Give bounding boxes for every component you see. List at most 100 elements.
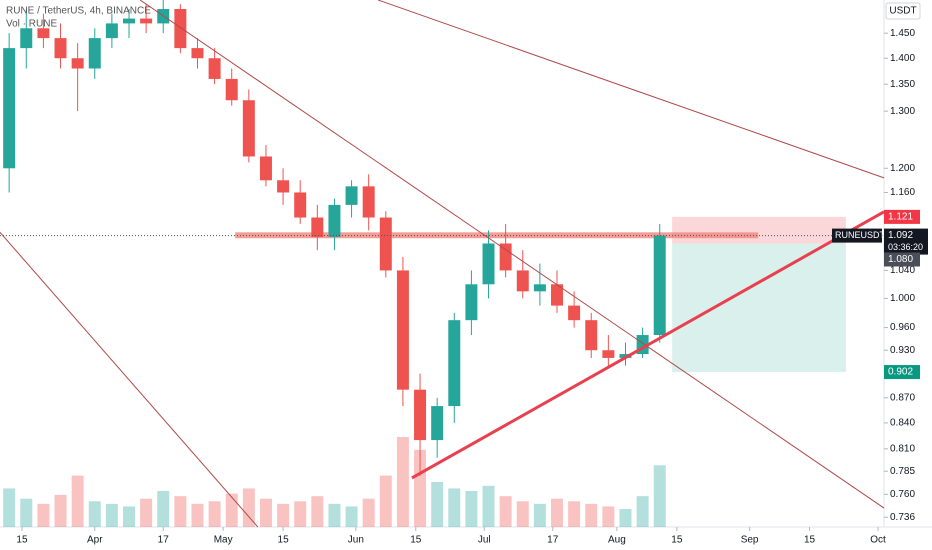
x-tick-label: 15: [410, 535, 422, 546]
volume-bar: [362, 498, 375, 527]
trendline: [377, 0, 885, 179]
x-tick-label: 17: [158, 535, 170, 546]
x-tick-label: May: [214, 535, 233, 546]
y-tick-label: 0.840: [890, 418, 915, 429]
candle-body: [602, 350, 615, 358]
candle-body: [105, 23, 118, 39]
resistance-zone: [235, 232, 759, 239]
candle-body: [362, 186, 375, 218]
candle-body: [379, 217, 392, 271]
candle-body: [465, 284, 478, 321]
y-tick-label: 0.785: [890, 466, 915, 477]
volume-bar: [277, 503, 290, 527]
currency-box[interactable]: [885, 2, 921, 20]
candle-body: [585, 320, 598, 351]
entry-label-box: [884, 252, 920, 267]
y-tick-label: 1.000: [890, 293, 915, 304]
candle-body: [88, 38, 101, 69]
volume-bar: [294, 501, 307, 527]
candle-body: [54, 38, 67, 59]
volume-bar: [311, 496, 324, 527]
y-tick-label: 1.160: [890, 187, 915, 198]
symbol-box: [832, 228, 882, 243]
candle-body: [242, 100, 255, 157]
candle-body: [414, 389, 427, 441]
volume-bar: [140, 498, 153, 527]
candle-body: [225, 78, 238, 101]
candle-body: [568, 305, 581, 321]
volume-bar: [653, 465, 666, 527]
volume-bar: [3, 488, 16, 527]
volume-bar: [37, 503, 50, 527]
y-tick-label: 1.400: [890, 53, 915, 64]
y-tick-label: 0.960: [890, 322, 915, 333]
trendline: [0, 232, 259, 528]
candle-body: [396, 270, 409, 390]
stop-label: 1.121: [888, 212, 913, 223]
candle-body: [636, 335, 649, 355]
volume-bar: [516, 501, 529, 527]
volume-bar: [174, 496, 187, 527]
target-zone: [672, 243, 846, 373]
y-tick-label: 0.760: [890, 489, 915, 500]
volume-bar: [345, 506, 358, 527]
x-tick-label: Jul: [478, 535, 491, 546]
volume-bar: [88, 501, 101, 527]
entry-label: 1.080: [888, 254, 913, 265]
volume-bar: [448, 488, 461, 527]
volume-bar: [414, 449, 427, 527]
candle-body: [71, 58, 84, 69]
y-tick-label: 1.450: [890, 28, 915, 39]
volume-bar: [71, 475, 84, 527]
y-tick-label: 1.300: [890, 106, 915, 117]
volume-bar: [328, 503, 341, 527]
candle-body: [533, 284, 546, 292]
candle-body: [3, 48, 16, 169]
volume-bar: [619, 509, 632, 527]
candle-body: [208, 58, 221, 79]
y-tick-label: 1.040: [890, 265, 915, 276]
last-price-label: 1.092: [888, 230, 913, 241]
currency: USDT: [889, 6, 916, 17]
y-tick-label: 0.930: [890, 345, 915, 356]
symbol-label: RUNEUSDT: [835, 230, 886, 240]
volume-bar: [568, 501, 581, 527]
y-tick-label: 1.350: [890, 79, 915, 90]
candle-body: [277, 180, 290, 193]
volume-bar: [379, 475, 392, 527]
chart-title: RUNE / TetherUS, 4h, BINANCE: [6, 6, 151, 17]
x-tick-label: 17: [547, 535, 559, 546]
y-tick-label: 1.200: [890, 163, 915, 174]
candle-body: [37, 28, 50, 39]
candle-body: [311, 217, 324, 237]
candle-body: [516, 270, 529, 292]
candle-body: [328, 204, 341, 237]
trendline: [139, 0, 885, 509]
stop-label-box: [884, 209, 920, 224]
y-tick-label: 0.736: [890, 512, 915, 523]
candle-body: [345, 186, 358, 205]
volume-bar: [123, 506, 135, 527]
candle-body: [191, 48, 204, 59]
plot: [0, 0, 885, 528]
volume-bar: [105, 503, 118, 527]
candle-body: [431, 406, 444, 441]
volume-bar: [431, 482, 444, 527]
candle-body: [499, 243, 512, 271]
volume-bar: [242, 488, 255, 527]
volume-bar: [551, 498, 563, 527]
candle-body: [174, 8, 187, 49]
volume-bar: [208, 501, 221, 527]
x-tick-label: 15: [278, 535, 290, 546]
target-label-box: [884, 365, 920, 380]
volume-bar: [54, 494, 67, 527]
last-price-box: [884, 228, 928, 255]
y-tick-label: 0.870: [890, 392, 915, 403]
candle-body: [448, 320, 461, 407]
volume-bar: [225, 493, 238, 527]
candle-body: [551, 284, 563, 306]
y-tick-label: 0.810: [890, 443, 915, 454]
candle-body: [140, 18, 153, 24]
